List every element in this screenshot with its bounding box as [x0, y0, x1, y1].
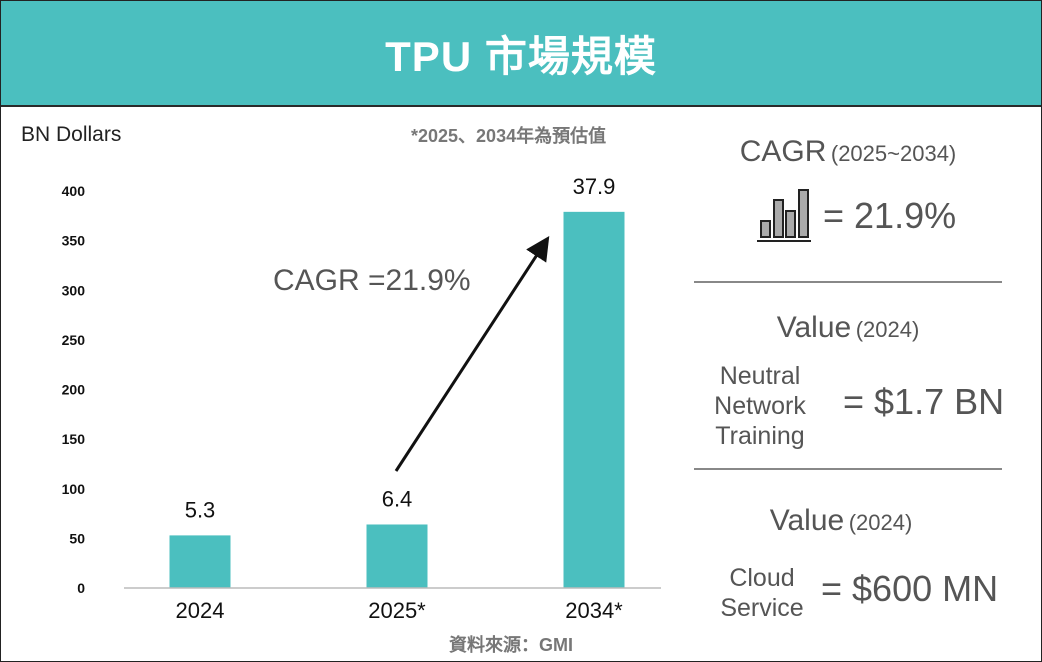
data-label: 5.3 — [185, 497, 216, 522]
cagr-annotation: CAGR =21.9% — [273, 264, 471, 297]
estimate-note: *2025、2034年為預估值 — [411, 126, 607, 146]
value1-label: Neutral Network Training — [701, 361, 819, 451]
label-line: Network — [714, 392, 806, 420]
value1-value: = $1.7 BN — [843, 381, 1005, 422]
page-title: TPU 市場規模 — [385, 32, 657, 80]
x-tick-label: 2034* — [565, 598, 623, 623]
divider — [694, 281, 1002, 283]
label-line: Cloud — [729, 564, 795, 592]
label-line: Neutral — [719, 362, 801, 390]
value1-title: Value — [776, 311, 852, 344]
label-line: Service — [720, 594, 804, 622]
y-tick-label: 100 — [62, 481, 86, 497]
y-tick-label: 300 — [62, 282, 86, 298]
y-tick-label: 250 — [62, 332, 86, 348]
value2-heading: Value (2024) — [687, 504, 995, 538]
value2-value: = $600 MN — [821, 568, 999, 609]
growth-arrow — [394, 235, 550, 472]
header-banner: TPU 市場規模 — [1, 1, 1041, 107]
bar-2034 — [563, 211, 625, 588]
source-note: 資料來源：GMI — [449, 635, 573, 655]
bar-chart-icon — [757, 189, 811, 242]
y-tick-label: 0 — [77, 580, 85, 596]
bar-2024 — [169, 535, 231, 588]
divider — [694, 468, 1002, 470]
cagr-heading: CAGR (2025~2034) — [694, 135, 1002, 169]
data-label: 6.4 — [382, 486, 413, 511]
value2-year: (2024) — [848, 510, 913, 535]
y-tick-label: 350 — [62, 233, 86, 249]
x-tick-label: 2025* — [368, 598, 426, 623]
cagr-value: = 21.9% — [823, 195, 957, 236]
label-line: Training — [715, 422, 805, 450]
y-tick-label: 50 — [69, 530, 85, 546]
value1-year: (2024) — [855, 317, 920, 342]
value1-heading: Value (2024) — [694, 311, 1002, 345]
y-tick-label: 400 — [62, 183, 86, 199]
data-label: 37.9 — [573, 174, 616, 199]
y-tick-label: 200 — [62, 382, 86, 398]
bar-2025 — [366, 524, 428, 588]
y-axis-label: BN Dollars — [21, 123, 122, 146]
y-tick-label: 150 — [62, 431, 86, 447]
x-tick-label: 2024 — [176, 598, 225, 623]
value2-title: Value — [769, 504, 845, 537]
cagr-title: CAGR — [739, 135, 827, 168]
cagr-period: (2025~2034) — [830, 141, 957, 166]
value2-label: Cloud Service — [703, 563, 821, 623]
